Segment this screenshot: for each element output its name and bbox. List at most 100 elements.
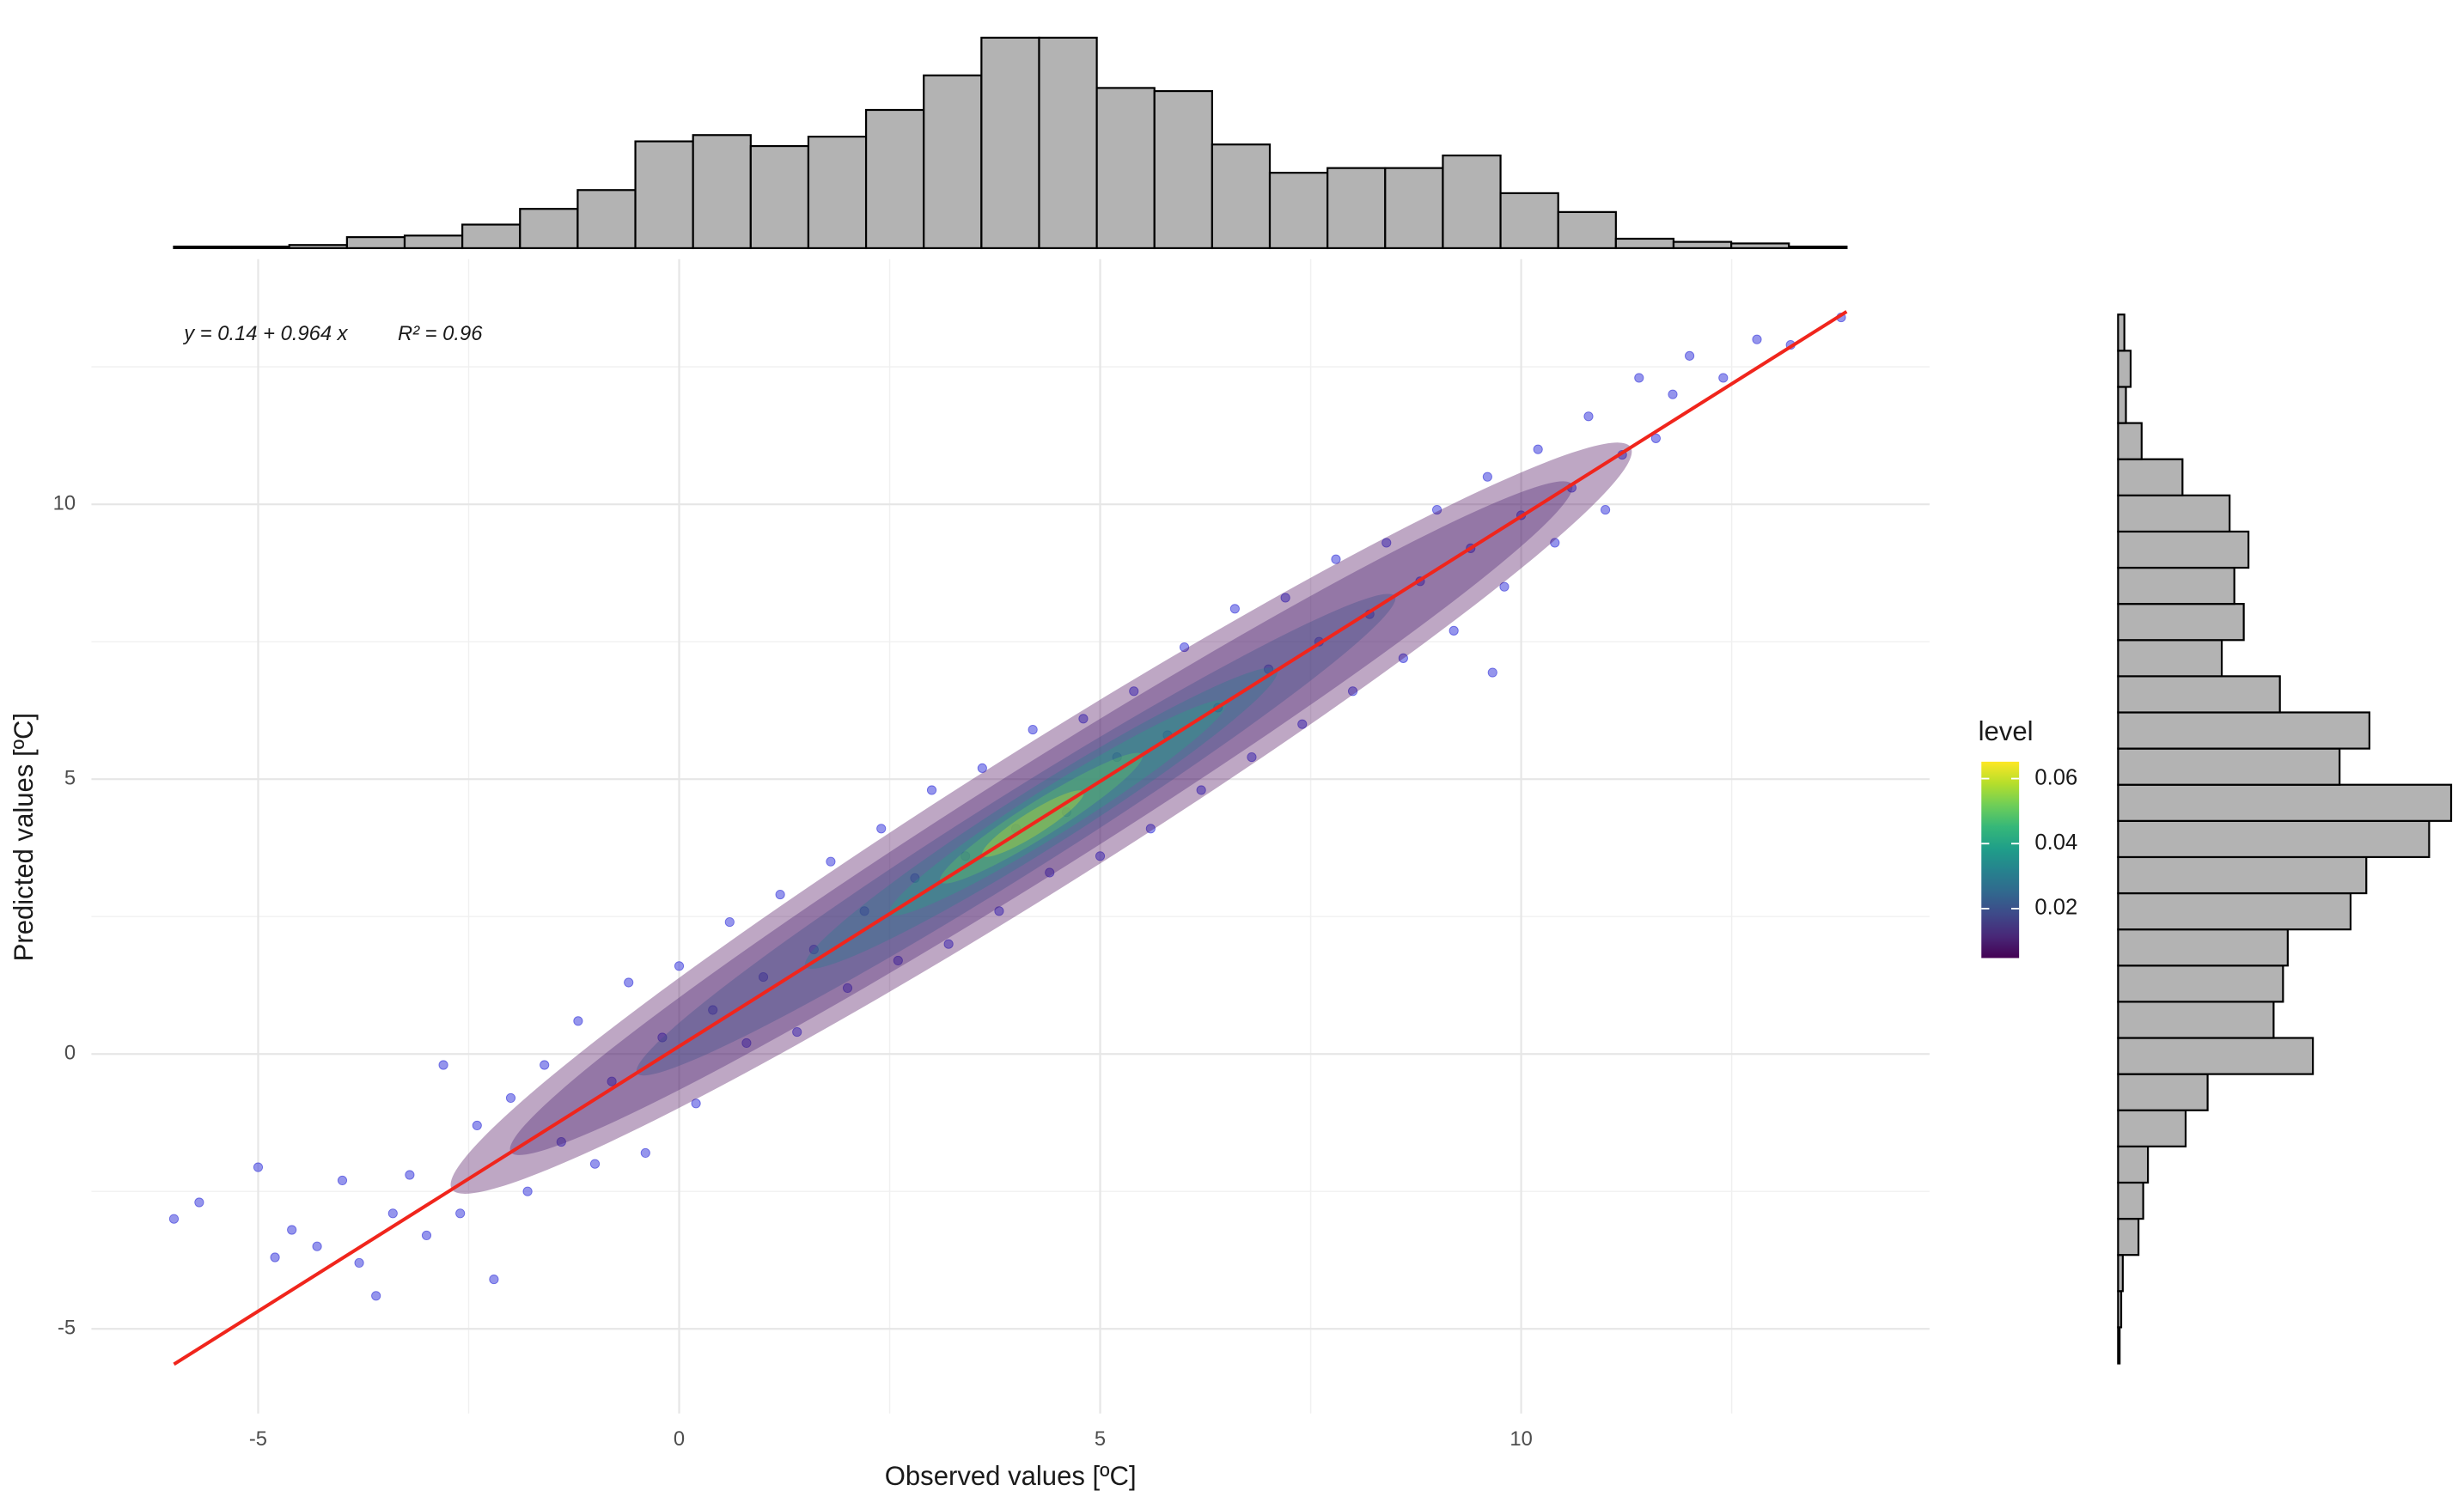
point (994, 906, 1004, 916)
histogram-bar (2117, 422, 2143, 460)
histogram-bar (230, 245, 290, 250)
point (1398, 653, 1408, 663)
x-tick-label: 0 (674, 1427, 685, 1451)
point (354, 1257, 364, 1268)
histogram-bar (2117, 891, 2352, 931)
point (1381, 538, 1392, 548)
histogram-bar (1442, 154, 1502, 250)
point (977, 763, 987, 773)
point (1280, 593, 1290, 603)
point (312, 1241, 322, 1251)
fit (173, 310, 1848, 1366)
point (657, 1032, 668, 1043)
point (1196, 785, 1206, 795)
point (1601, 504, 1611, 515)
point (1499, 581, 1510, 592)
point (371, 1291, 381, 1301)
histogram-bar (2117, 1217, 2140, 1257)
histogram-bar (2117, 1326, 2121, 1365)
point (758, 972, 769, 983)
histogram-bar (2117, 964, 2284, 1003)
histogram-bar (2117, 1073, 2209, 1111)
point (1550, 538, 1560, 548)
point (421, 1230, 432, 1240)
point (1752, 334, 1762, 344)
histogram-bar (403, 234, 464, 250)
histogram-bar (923, 74, 983, 250)
point (455, 1208, 466, 1219)
colorbar-tick-label: 0.02 (2034, 896, 2077, 920)
histogram-bar (2117, 494, 2231, 533)
point (337, 1175, 348, 1185)
point (1078, 714, 1089, 724)
point (826, 856, 836, 867)
point (1229, 604, 1240, 614)
y-axis-title: Predicted values [ºC] (9, 713, 39, 961)
histogram-bar (519, 208, 579, 250)
y-tick-label: -5 (58, 1316, 76, 1339)
histogram-bar (2117, 1037, 2315, 1075)
histogram-bar (2117, 530, 2250, 569)
point (270, 1252, 280, 1263)
point (1129, 686, 1139, 697)
point (1650, 433, 1661, 443)
histogram-bar (2117, 1254, 2124, 1293)
histogram-bar (2117, 855, 2368, 895)
histogram-bar (1557, 210, 1617, 250)
point (943, 939, 954, 949)
point (1634, 373, 1644, 383)
histogram-bar (1268, 172, 1329, 250)
histogram-bar (2117, 1181, 2144, 1220)
histogram-bar (2117, 1109, 2187, 1147)
point (640, 1147, 650, 1158)
histogram-bar (807, 135, 868, 250)
point (540, 1060, 550, 1070)
point (691, 1098, 701, 1109)
histogram-bar (1153, 89, 1213, 250)
x-tick-label: 10 (1510, 1427, 1532, 1451)
point (472, 1120, 482, 1130)
point (792, 1027, 802, 1037)
point (724, 917, 735, 928)
histogram-bar (1211, 143, 1272, 250)
point (1583, 411, 1594, 422)
fit-equation: y = 0.14 + 0.964 x (182, 322, 348, 345)
point (1685, 350, 1695, 361)
point (1061, 807, 1071, 818)
histogram-bar (864, 108, 925, 250)
histogram-bar (2117, 1001, 2275, 1039)
point (607, 1076, 617, 1086)
histogram-bar (980, 36, 1040, 250)
y-tick-label: 0 (64, 1041, 76, 1064)
histogram-bar (2117, 313, 2126, 352)
histogram-bar (1788, 245, 1848, 250)
histogram-bar (749, 144, 810, 250)
colorbar-tick-label: 0.06 (2034, 765, 2077, 789)
histogram-bar (2117, 1145, 2150, 1184)
point (808, 945, 819, 955)
point (1145, 824, 1156, 834)
histogram-bar (2117, 783, 2453, 822)
legend-title: level (1979, 716, 2034, 746)
point (1533, 444, 1543, 454)
y-tick-label: 5 (64, 766, 76, 789)
point (1718, 373, 1729, 383)
histogram-bar (2117, 711, 2371, 750)
point (287, 1225, 297, 1235)
x-axis-title: Observed values [ºC] (885, 1461, 1137, 1491)
point (1045, 867, 1055, 878)
point (1482, 472, 1492, 482)
point (1112, 752, 1122, 763)
point (522, 1186, 533, 1196)
x-tick-label: 5 (1095, 1427, 1106, 1451)
point (1331, 554, 1341, 564)
point (961, 851, 971, 861)
point (505, 1092, 516, 1103)
x-tick-label: -5 (249, 1427, 267, 1451)
histogram-bar (1730, 242, 1790, 250)
point (674, 961, 685, 971)
point (387, 1208, 398, 1219)
point (589, 1159, 601, 1169)
